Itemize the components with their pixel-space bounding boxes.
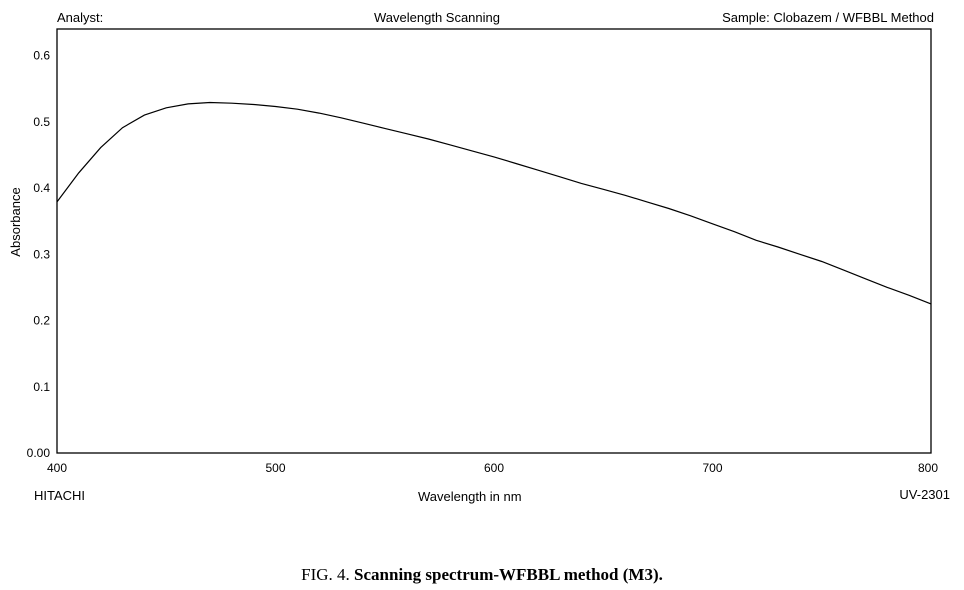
x-tick-label: 600: [484, 461, 504, 475]
caption-prefix: FIG. 4.: [301, 565, 350, 584]
y-tick-labels: 0.00 0.1 0.2 0.3 0.4 0.5 0.6: [27, 49, 51, 461]
scan-title: Wavelength Scanning: [374, 10, 500, 25]
x-tick-label: 800: [918, 461, 938, 475]
manufacturer-label: HITACHI: [34, 488, 86, 503]
y-tick-label: 0.1: [33, 380, 50, 394]
y-tick-label: 0.6: [33, 49, 50, 63]
analyst-label: Analyst:: [57, 10, 104, 25]
series-group: [56, 101, 932, 305]
y-tick-label: 0.4: [33, 181, 50, 195]
x-tick-label: 500: [265, 461, 285, 475]
y-axis-label: Absorbance: [8, 187, 23, 256]
sample-label: Sample: Clobazem / WFBBL Method: [722, 10, 934, 25]
model-label: UV-2301: [899, 487, 950, 502]
y-tick-label: 0.2: [33, 314, 50, 328]
caption-text: Scanning spectrum-WFBBL method (M3).: [354, 565, 663, 584]
absorbance-chart: 0.00 0.1 0.2 0.3 0.4 0.5 0.6 400 500 600 700 800 A…: [8, 28, 938, 475]
x-tick-label: 700: [702, 461, 722, 475]
absorbance-line: [56, 101, 932, 305]
y-tick-label: 0.00: [27, 446, 51, 460]
x-axis-label: Wavelength in nm: [418, 489, 522, 504]
plot-frame: [56, 28, 932, 454]
y-tick-label: 0.3: [33, 247, 50, 261]
y-tick-label: 0.5: [33, 115, 50, 129]
x-tick-labels: 400 500 600 700 800: [47, 461, 938, 475]
x-tick-label: 400: [47, 461, 67, 475]
figure-caption: FIG. 4. Scanning spectrum-WFBBL method (…: [0, 565, 964, 585]
